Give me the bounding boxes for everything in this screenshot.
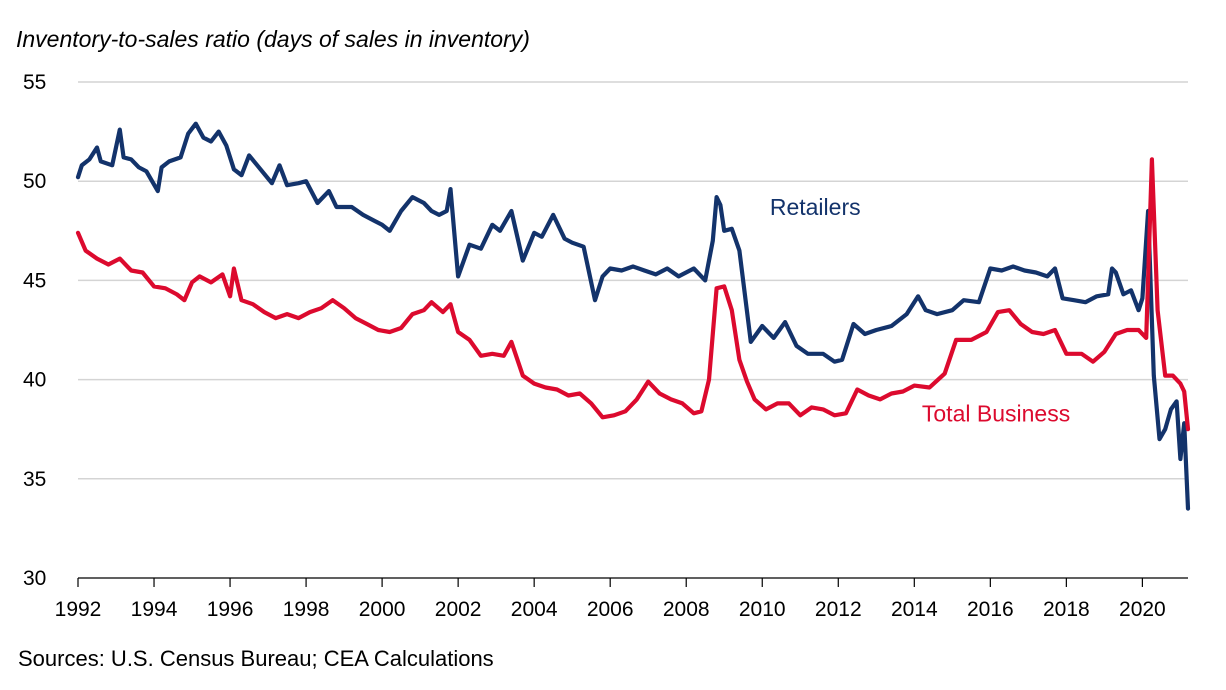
y-axis-title: Inventory-to-sales ratio (days of sales …: [16, 26, 530, 52]
x-tick-label: 1992: [55, 598, 102, 621]
axes: 30 35 40 45 50 55 1992 1994 1996 1998 2000 2002 2004…: [23, 71, 1188, 621]
x-tick-label: 1996: [207, 598, 254, 621]
x-tick-label: 2012: [815, 598, 862, 621]
x-tick-label: 2016: [967, 598, 1014, 621]
series-label-retailers: Retailers: [770, 194, 861, 220]
x-tick-label: 2008: [663, 598, 710, 621]
x-tick-label: 2018: [1043, 598, 1090, 621]
series-line-total-business: [75, 157, 1191, 432]
source-note: Sources: U.S. Census Bureau; CEA Calcula…: [18, 646, 494, 671]
y-tick-label: 40: [23, 369, 46, 392]
x-tick-label: 2020: [1119, 598, 1166, 621]
x-tick-label: 2010: [739, 598, 786, 621]
gridlines: [78, 81, 1188, 480]
y-tick-label: 35: [23, 468, 46, 491]
series-lines: [75, 121, 1191, 511]
x-tick-label: 2002: [435, 598, 482, 621]
y-tick-label: 50: [23, 170, 46, 193]
series-label-total-business: Total Business: [922, 400, 1070, 426]
x-tick-label: 1994: [131, 598, 178, 621]
y-tick-label: 45: [23, 269, 46, 292]
x-tick-label: 2004: [511, 598, 558, 621]
x-tick-label: 2006: [587, 598, 634, 621]
y-tick-label: 55: [23, 71, 46, 94]
x-tick-label: 2014: [891, 598, 938, 621]
x-tick-label: 2000: [359, 598, 406, 621]
series-labels: Retailers Total Business: [770, 194, 1070, 426]
series-line-retailers: [75, 121, 1191, 511]
x-tick-label: 1998: [283, 598, 330, 621]
y-tick-label: 30: [23, 567, 46, 590]
